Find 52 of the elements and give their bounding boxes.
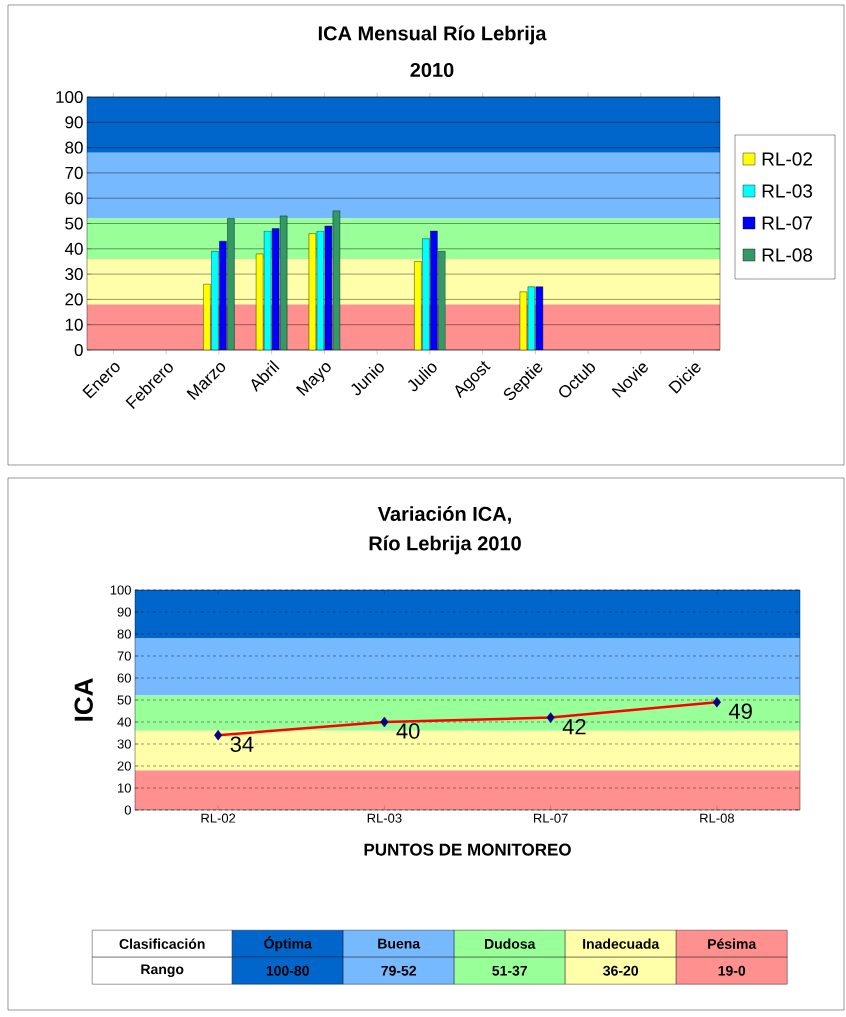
data-label: 40 (396, 723, 420, 739)
y-tick-label: 100 (56, 90, 83, 104)
text: Pésima (708, 938, 757, 949)
text: Clasificación (119, 938, 205, 949)
text: 51-37 (492, 965, 527, 976)
y-tick-label: 10 (118, 783, 131, 793)
data-label: 34 (230, 736, 254, 752)
y-tick-label: 50 (117, 695, 131, 705)
text: 36-20 (603, 965, 639, 976)
y-tick-label: 30 (117, 739, 131, 749)
y-tick-label: 80 (117, 629, 131, 639)
data-label: 42 (562, 718, 586, 735)
x-tick-label: RL-03 (367, 813, 402, 823)
y-tick-label: 70 (65, 166, 83, 179)
y-tick-label: 30 (65, 268, 83, 281)
y-tick-label: 0 (124, 805, 131, 815)
text: Inadecuada (583, 938, 660, 949)
text: 100-80 (266, 965, 309, 976)
x-axis-title: PUNTOS DE MONITOREO (364, 843, 571, 856)
legend-label: RL-08 (762, 248, 813, 262)
y-tick-label: 90 (117, 607, 131, 617)
text: Rango (141, 964, 184, 977)
y-axis-title: ICA (74, 678, 93, 721)
y-tick-label: 100 (110, 585, 131, 595)
text: Buena (378, 938, 421, 949)
y-tick-label: 80 (65, 141, 83, 154)
legend-label: RL-03 (762, 184, 813, 198)
data-label: 49 (728, 703, 752, 719)
chart-subtitle: 2010 (410, 62, 454, 78)
y-tick-label: 90 (65, 116, 83, 129)
text: 79-52 (381, 965, 417, 976)
text: Óptima (264, 936, 312, 952)
chart-subtitle: Río Lebrija 2010 (369, 535, 521, 555)
y-tick-label: 40 (64, 242, 83, 255)
x-tick-label: RL-08 (700, 813, 735, 823)
y-tick-label: 60 (65, 192, 83, 205)
x-tick-label: RL-02 (201, 813, 236, 823)
legend-label: RL-07 (762, 216, 812, 230)
text: 19-0 (718, 965, 746, 976)
y-tick-label: 20 (117, 761, 131, 771)
y-tick-label: 40 (117, 717, 131, 727)
chart-title: ICA Mensual Río Lebrija (318, 25, 547, 45)
y-tick-label: 10 (65, 318, 83, 331)
y-tick-label: 70 (117, 651, 131, 661)
x-tick-label: RL-07 (533, 813, 568, 823)
y-tick-label: 50 (65, 217, 83, 230)
text: Dudosa (484, 938, 536, 949)
y-tick-label: 20 (65, 293, 83, 306)
legend-label: RL-02 (762, 152, 812, 166)
y-tick-label: 60 (117, 673, 131, 683)
y-tick-label: 0 (74, 343, 83, 357)
chart-title: Variación ICA, (377, 506, 511, 524)
